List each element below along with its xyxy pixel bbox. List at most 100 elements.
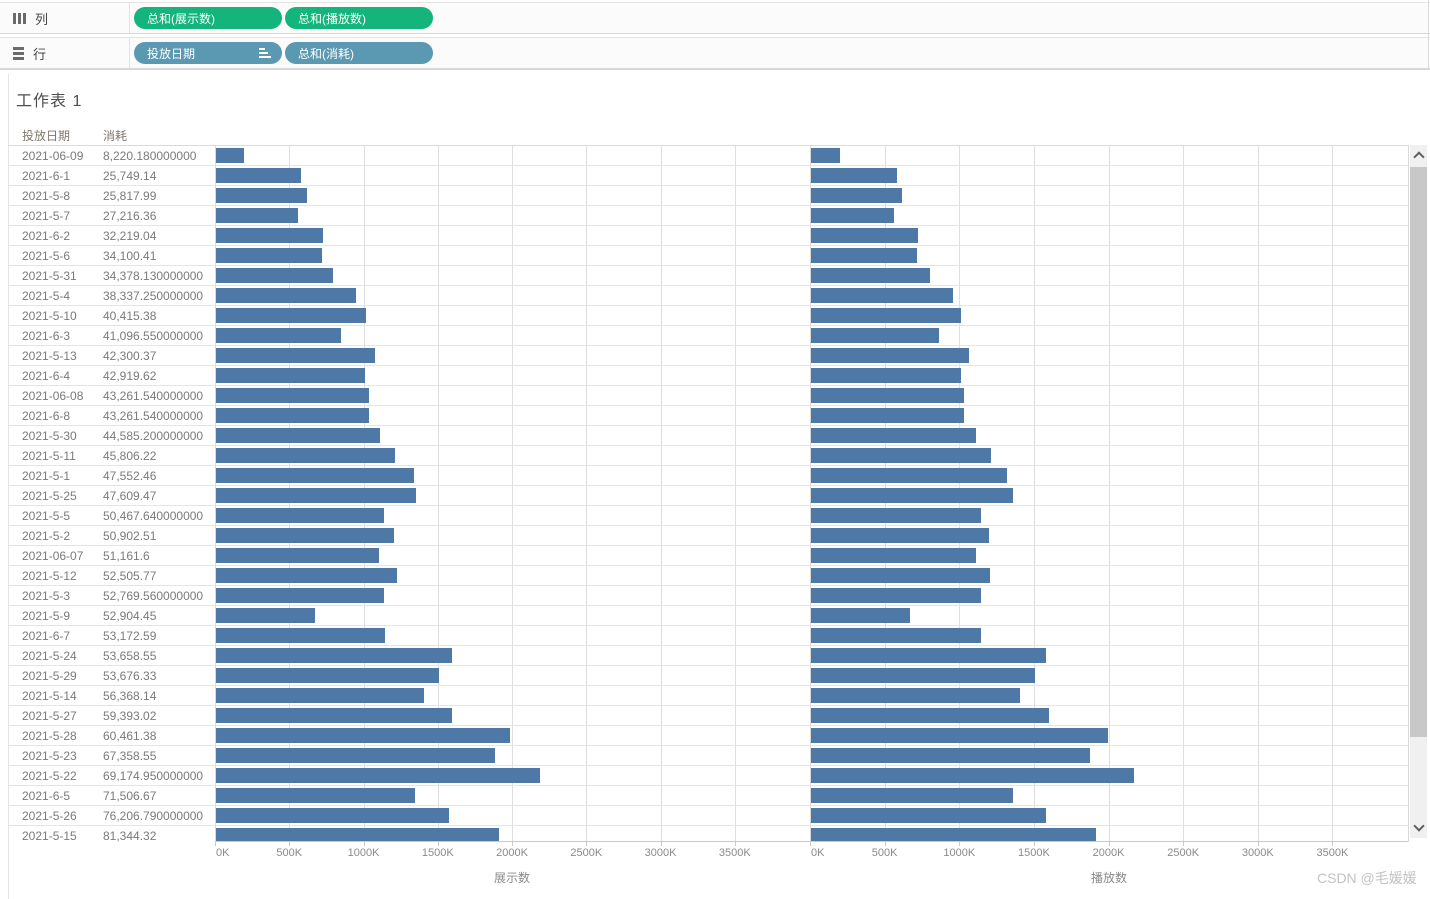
impressions-bar[interactable] xyxy=(216,508,385,523)
plays-bar[interactable] xyxy=(811,348,970,363)
row-cost: 67,358.55 xyxy=(103,749,157,763)
plays-bar[interactable] xyxy=(811,588,981,603)
plays-bar[interactable] xyxy=(811,388,964,403)
impressions-bar[interactable] xyxy=(216,788,415,803)
impressions-bar[interactable] xyxy=(216,428,381,443)
scroll-up-button[interactable] xyxy=(1410,145,1427,166)
impressions-bar[interactable] xyxy=(216,168,302,183)
plays-bar[interactable] xyxy=(811,828,1096,842)
axis-title-plays: 播放数 xyxy=(1090,871,1128,885)
pill-sum-impressions[interactable]: 总和(展示数) xyxy=(134,7,282,29)
impressions-bar[interactable] xyxy=(216,708,452,723)
impressions-bar[interactable] xyxy=(216,608,316,623)
plays-bar[interactable] xyxy=(811,288,954,303)
row-cost: 32,219.04 xyxy=(103,229,157,243)
pill-launch-date[interactable]: 投放日期 xyxy=(134,42,282,64)
impressions-bar[interactable] xyxy=(216,308,366,323)
impressions-bar[interactable] xyxy=(216,808,450,823)
plays-bar[interactable] xyxy=(811,508,981,523)
plays-bar[interactable] xyxy=(811,228,919,243)
impressions-bar[interactable] xyxy=(216,368,365,383)
impressions-bar[interactable] xyxy=(216,388,370,403)
plays-bar[interactable] xyxy=(811,628,981,643)
impressions-bar[interactable] xyxy=(216,468,414,483)
plays-bar[interactable] xyxy=(811,648,1047,663)
scrollbar-thumb[interactable] xyxy=(1410,167,1427,737)
row-cost: 38,337.250000000 xyxy=(103,289,204,303)
plays-bar[interactable] xyxy=(811,608,910,623)
row-date: 2021-6-4 xyxy=(22,369,71,383)
plays-bar[interactable] xyxy=(811,188,902,203)
impressions-bar[interactable] xyxy=(216,448,396,463)
plays-bar[interactable] xyxy=(811,748,1090,763)
plays-bar[interactable] xyxy=(811,788,1013,803)
plays-bar[interactable] xyxy=(811,148,840,163)
plays-bar[interactable] xyxy=(811,548,976,563)
plays-bar[interactable] xyxy=(811,708,1050,723)
impressions-bar[interactable] xyxy=(216,348,376,363)
impressions-bar[interactable] xyxy=(216,228,324,243)
pill-sum-plays[interactable]: 总和(播放数) xyxy=(285,7,433,29)
impressions-bar[interactable] xyxy=(216,628,385,643)
impressions-bar[interactable] xyxy=(216,828,499,842)
plays-bar[interactable] xyxy=(811,688,1020,703)
plays-bar[interactable] xyxy=(811,528,989,543)
pill-sum-cost[interactable]: 总和(消耗) xyxy=(285,42,433,64)
plays-bar[interactable] xyxy=(811,428,976,443)
impressions-bar[interactable] xyxy=(216,488,417,503)
table-row: 2021-5-29 53,676.33 xyxy=(8,666,1408,686)
plays-bar[interactable] xyxy=(811,268,930,283)
axis-tick-label: 3000K xyxy=(644,847,677,859)
plays-bar[interactable] xyxy=(811,568,990,583)
impressions-bar[interactable] xyxy=(216,668,439,683)
impressions-bar[interactable] xyxy=(216,648,452,663)
axis-tick-label: 1500K xyxy=(421,847,454,859)
row-date: 2021-5-3 xyxy=(22,589,71,603)
table-row: 2021-5-27 59,393.02 xyxy=(8,706,1408,726)
column-header-date[interactable]: 投放日期 xyxy=(22,129,71,143)
axis-tick-label: 1000K xyxy=(943,847,976,859)
plays-bar[interactable] xyxy=(811,808,1047,823)
plays-bar[interactable] xyxy=(811,768,1135,783)
impressions-bar[interactable] xyxy=(216,688,424,703)
row-date: 2021-5-12 xyxy=(22,569,77,583)
impressions-bar[interactable] xyxy=(216,248,323,263)
plays-bar[interactable] xyxy=(811,308,961,323)
axis-tick xyxy=(586,841,588,846)
impressions-bar[interactable] xyxy=(216,148,245,163)
plays-bar[interactable] xyxy=(811,208,894,223)
plays-bar[interactable] xyxy=(811,328,939,343)
impressions-bar[interactable] xyxy=(216,328,342,343)
impressions-bar[interactable] xyxy=(216,748,496,763)
impressions-bar[interactable] xyxy=(216,728,511,743)
impressions-bar[interactable] xyxy=(216,268,334,283)
row-cost: 50,902.51 xyxy=(103,529,157,543)
plays-bar[interactable] xyxy=(811,248,918,263)
impressions-bar[interactable] xyxy=(216,188,308,203)
impressions-bar[interactable] xyxy=(216,768,540,783)
impressions-bar[interactable] xyxy=(216,208,298,223)
plays-bar[interactable] xyxy=(811,468,1008,483)
row-date: 2021-06-07 xyxy=(22,549,84,563)
impressions-bar[interactable] xyxy=(216,408,370,423)
impressions-bar[interactable] xyxy=(216,528,395,543)
plays-bar[interactable] xyxy=(811,668,1036,683)
impressions-bar[interactable] xyxy=(216,588,384,603)
rows-shelf-label: 行 xyxy=(33,46,47,62)
plays-bar[interactable] xyxy=(811,448,991,463)
scroll-down-button[interactable] xyxy=(1410,817,1427,838)
row-cost: 59,393.02 xyxy=(103,709,157,723)
plays-bar[interactable] xyxy=(811,408,964,423)
impressions-bar[interactable] xyxy=(216,568,398,583)
plays-bar[interactable] xyxy=(811,728,1108,743)
impressions-bar[interactable] xyxy=(216,548,380,563)
column-header-cost[interactable]: 消耗 xyxy=(103,129,128,143)
plays-bar[interactable] xyxy=(811,168,897,183)
plays-bar[interactable] xyxy=(811,368,961,383)
plays-bar[interactable] xyxy=(811,488,1013,503)
table-row: 2021-6-2 32,219.04 xyxy=(8,226,1408,246)
impressions-bar[interactable] xyxy=(216,288,357,303)
rows-shelf-header: 行 xyxy=(0,38,130,68)
vertical-scrollbar[interactable] xyxy=(1410,145,1427,838)
row-cost: 43,261.540000000 xyxy=(103,389,204,403)
